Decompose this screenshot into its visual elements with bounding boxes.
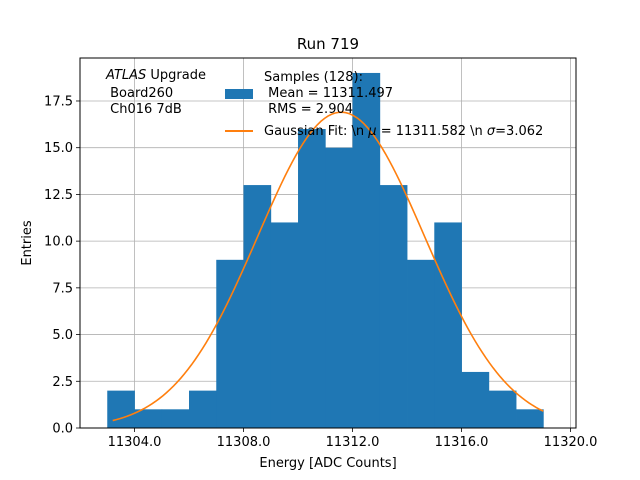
annotation-line-1: ATLAS Upgrade (105, 68, 206, 83)
y-axis-ticks: 0.0 2.5 5.0 7.5 10.0 12.5 15.0 17.5 (44, 94, 80, 437)
annotation-upgrade: Upgrade (146, 68, 206, 83)
y-tick-label: 0.0 (52, 422, 73, 437)
histogram-bar (243, 185, 272, 428)
x-tick-label: 11308.0 (217, 435, 271, 450)
histogram-bar (189, 390, 217, 428)
y-tick-label: 10.0 (44, 235, 73, 250)
histogram-bar (107, 390, 135, 428)
legend-samples-line-3: RMS = 2.904 (264, 102, 353, 117)
histogram-bars (107, 72, 544, 429)
annotation-atlas: ATLAS (105, 68, 146, 83)
x-tick-label: 11316.0 (435, 435, 489, 450)
histogram-bar (216, 259, 244, 428)
x-tick-label: 11312.0 (326, 435, 380, 450)
histogram-bar (461, 371, 490, 428)
chart-title: Run 719 (297, 35, 359, 53)
legend-fit-mu-value: = 11311.582 \n (377, 124, 487, 139)
histogram-bar (407, 259, 435, 428)
legend: Samples (128): Mean = 11311.497 RMS = 2.… (225, 70, 543, 139)
histogram-bar (134, 409, 163, 428)
y-tick-label: 17.5 (44, 94, 73, 109)
legend-samples-patch (225, 89, 253, 99)
histogram-bar (298, 129, 326, 428)
legend-fit-sigma-symbol: σ (487, 124, 496, 139)
histogram-bar (488, 390, 517, 428)
y-axis-title: Entries (20, 220, 35, 266)
histogram-bar (325, 147, 353, 429)
histogram-bar (379, 185, 408, 428)
histogram-bar (516, 409, 544, 428)
legend-fit-sigma-value: =3.062 (495, 124, 543, 139)
legend-samples-line-2: Mean = 11311.497 (264, 86, 393, 101)
histogram-bar (270, 222, 299, 428)
annotation-line-2: Board260 (106, 86, 173, 101)
legend-fit-label: Gaussian Fit: \n μ = 11311.582 \n σ=3.06… (264, 124, 543, 139)
histogram-bar (352, 72, 381, 428)
atlas-annotation: ATLAS Upgrade Board260 Ch016 7dB (105, 68, 206, 117)
histogram-bar (161, 409, 190, 428)
y-tick-label: 2.5 (52, 375, 73, 390)
y-tick-label: 12.5 (44, 188, 73, 203)
plot-frame (79, 57, 577, 429)
x-axis-title: Energy [ADC Counts] (259, 456, 396, 471)
legend-fit-mu-symbol: μ (367, 124, 376, 139)
x-tick-label: 11304.0 (108, 435, 162, 450)
gaussian-fit-curve (112, 111, 544, 422)
legend-samples-line-1: Samples (128): (264, 70, 363, 85)
y-tick-label: 15.0 (44, 141, 73, 156)
legend-fit-prefix: Gaussian Fit: \n (264, 124, 368, 139)
x-tick-label: 11320.0 (544, 435, 598, 450)
x-axis-ticks: 11304.0 11308.0 11312.0 11316.0 11320.0 (108, 428, 598, 450)
fit-curve-line (112, 111, 544, 422)
y-tick-label: 5.0 (52, 328, 73, 343)
histogram-bar (434, 222, 462, 428)
annotation-line-3: Ch016 7dB (106, 102, 182, 117)
y-tick-label: 7.5 (52, 281, 73, 296)
